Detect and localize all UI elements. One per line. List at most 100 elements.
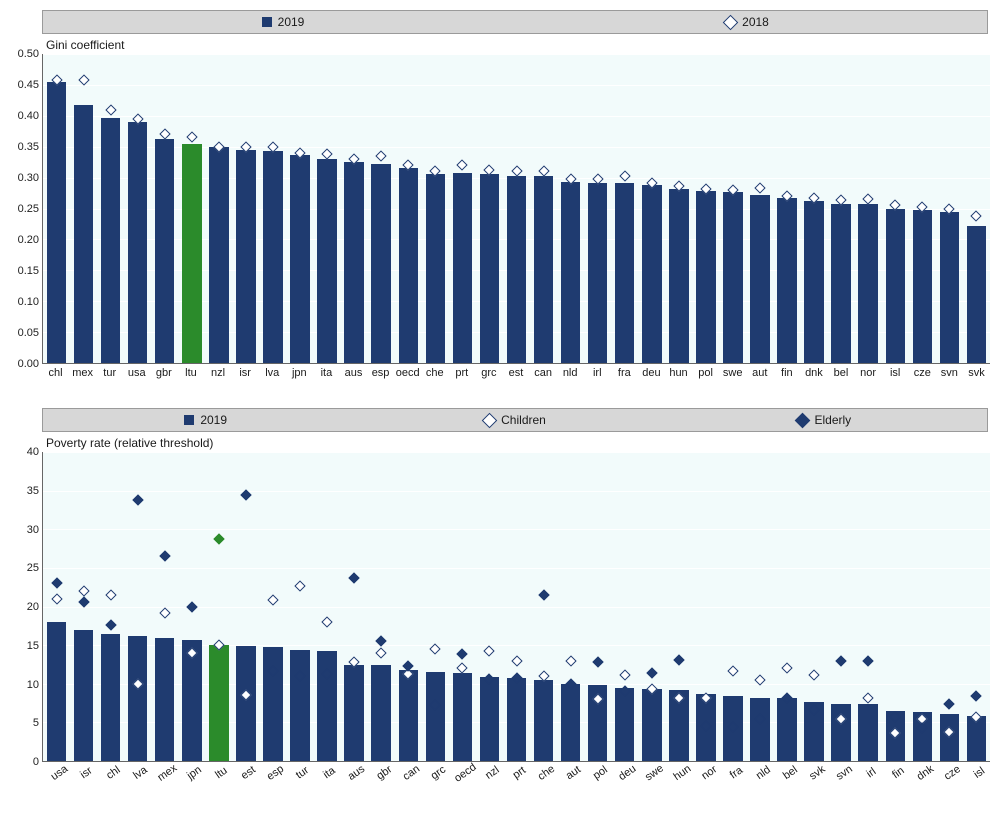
y-tick-label: 40 xyxy=(27,446,39,458)
bar xyxy=(453,173,472,363)
bar-slot xyxy=(584,452,611,761)
bar xyxy=(967,226,986,363)
x-tick-label: can xyxy=(534,367,552,379)
x-tick-label: prt xyxy=(511,764,528,781)
x-tick-label: isl xyxy=(890,367,900,379)
poverty-chart-panel: 2019ChildrenElderly Poverty rate (relati… xyxy=(10,408,990,792)
bar xyxy=(128,122,147,363)
bar-slot xyxy=(665,54,692,363)
x-tick-label: nld xyxy=(563,367,578,379)
x-tick-label: svk xyxy=(807,763,827,782)
bar xyxy=(642,689,661,761)
bar-slot xyxy=(341,452,368,761)
bar xyxy=(615,688,634,761)
bar xyxy=(209,147,228,363)
x-tick-label: dnk xyxy=(915,763,936,783)
legend-swatch-diamond xyxy=(482,412,498,428)
bar-slot xyxy=(530,54,557,363)
y-tick-label: 0.35 xyxy=(18,141,39,153)
bar xyxy=(182,144,201,363)
bar-slot xyxy=(855,54,882,363)
legend-swatch-diamond xyxy=(795,412,811,428)
bar-slot xyxy=(422,452,449,761)
bar-slot xyxy=(719,54,746,363)
x-tick-label: oecd xyxy=(452,761,478,785)
x-tick-label: prt xyxy=(455,367,468,379)
x-tick-label: fin xyxy=(781,367,793,379)
bar-slot xyxy=(314,452,341,761)
bar xyxy=(317,159,336,363)
bar-slot xyxy=(638,452,665,761)
x-tick-label: pol xyxy=(591,764,610,782)
bar-slot xyxy=(287,452,314,761)
bar xyxy=(480,677,499,761)
bar-slot xyxy=(665,452,692,761)
x-tick-label: lva xyxy=(265,367,279,379)
y-axis: 0.000.050.100.150.200.250.300.350.400.45… xyxy=(10,54,42,364)
x-axis: chlmexturusagbrltunzlisrlvajpnitaausespo… xyxy=(42,364,990,394)
bar-slot xyxy=(503,54,530,363)
bar xyxy=(561,182,580,363)
y-tick-label: 35 xyxy=(27,485,39,497)
x-tick-label: ita xyxy=(321,367,333,379)
x-tick-label: aut xyxy=(564,764,583,783)
y-tick-label: 0.40 xyxy=(18,110,39,122)
bar-slot xyxy=(259,54,286,363)
y-tick-label: 15 xyxy=(27,640,39,652)
bar xyxy=(74,105,93,363)
bar-slot xyxy=(43,452,70,761)
x-tick-label: cze xyxy=(914,367,931,379)
bar xyxy=(561,684,580,761)
bar xyxy=(236,150,255,363)
x-tick-label: mex xyxy=(155,762,179,784)
legend-item: 2018 xyxy=(515,15,979,29)
bar-slot xyxy=(97,54,124,363)
x-tick-label: che xyxy=(536,763,557,783)
x-tick-label: gbr xyxy=(156,367,172,379)
bar-slot xyxy=(611,452,638,761)
x-tick-label: usa xyxy=(48,763,69,783)
x-tick-label: gbr xyxy=(374,763,394,782)
bar xyxy=(47,622,66,761)
legend-item: Elderly xyxy=(670,413,979,427)
legend-swatch-diamond xyxy=(723,14,739,30)
bar xyxy=(723,192,742,363)
bar-slot xyxy=(936,452,963,761)
bar xyxy=(507,678,526,761)
bar-slot xyxy=(178,54,205,363)
bar-slot xyxy=(503,452,530,761)
x-tick-label: aut xyxy=(752,367,767,379)
x-tick-label: nzl xyxy=(211,367,225,379)
x-tick-label: bel xyxy=(834,367,849,379)
bar-slot xyxy=(719,452,746,761)
x-tick-label: nor xyxy=(860,367,876,379)
bar-slot xyxy=(259,452,286,761)
bar xyxy=(399,670,418,761)
legend-label: 2019 xyxy=(200,413,227,427)
x-tick-label: irl xyxy=(865,766,879,781)
x-tick-label: bel xyxy=(781,764,800,782)
legend-swatch-bar xyxy=(184,415,194,425)
x-tick-label: fra xyxy=(727,764,744,781)
x-tick-label: swe xyxy=(643,762,666,783)
legend-item: Children xyxy=(360,413,669,427)
x-tick-label: usa xyxy=(128,367,146,379)
bar-slot xyxy=(449,54,476,363)
bar-slot xyxy=(97,452,124,761)
y-axis: 0510152025303540 xyxy=(10,452,42,762)
x-tick-label: che xyxy=(426,367,444,379)
bar-slot xyxy=(746,54,773,363)
bar-slot xyxy=(368,452,395,761)
x-tick-label: oecd xyxy=(396,367,420,379)
x-tick-label: svk xyxy=(968,367,985,379)
x-tick-label: deu xyxy=(617,763,639,783)
legend-label: 2018 xyxy=(742,15,769,29)
bar xyxy=(480,174,499,363)
bar-slot xyxy=(287,54,314,363)
bar xyxy=(101,634,120,761)
x-tick-label: ltu xyxy=(185,367,197,379)
bar xyxy=(615,183,634,363)
bar xyxy=(74,630,93,761)
y-tick-label: 0.20 xyxy=(18,234,39,246)
x-tick-label: tur xyxy=(103,367,116,379)
